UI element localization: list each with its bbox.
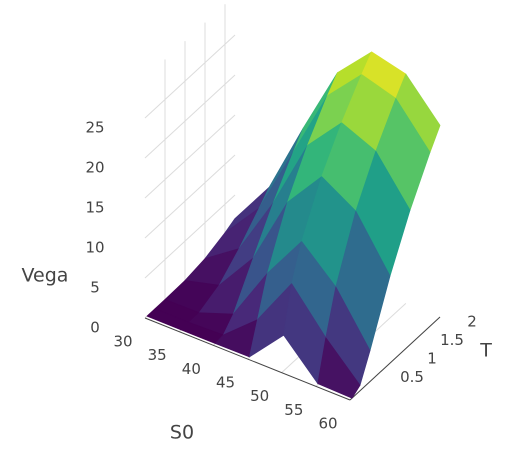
y-tick-label: 1 [427,350,437,368]
z-tick-label: 5 [90,279,100,297]
z-tick-label: 0 [90,319,100,337]
y-tick-label: 2 [467,313,477,331]
axis-line [349,316,441,401]
x-tick-label: 35 [148,346,167,364]
z-tick-label: 10 [85,239,104,257]
y-tick-label: 0.5 [400,368,424,386]
y-axis-title: T [479,340,492,362]
x-axis-title: S0 [170,422,194,444]
grid-line [144,154,236,239]
grid-line [144,74,236,159]
y-tick-label: 1.5 [440,331,464,349]
x-tick-label: 45 [216,374,235,392]
z-tick-label: 15 [85,199,104,217]
x-tick-label: 30 [113,333,132,351]
x-tick-label: 40 [182,360,201,378]
axis-line [144,317,351,401]
x-tick-label: 55 [284,401,303,419]
grid-line [144,114,236,199]
grid-line [144,34,236,119]
z-tick-label: 20 [85,159,104,177]
x-tick-label: 50 [250,387,269,405]
z-axis-title: Vega [22,265,69,287]
surface-cell [317,337,361,399]
x-tick-label: 60 [318,415,337,433]
grid-line [144,194,236,279]
z-tick-label: 25 [85,119,104,137]
